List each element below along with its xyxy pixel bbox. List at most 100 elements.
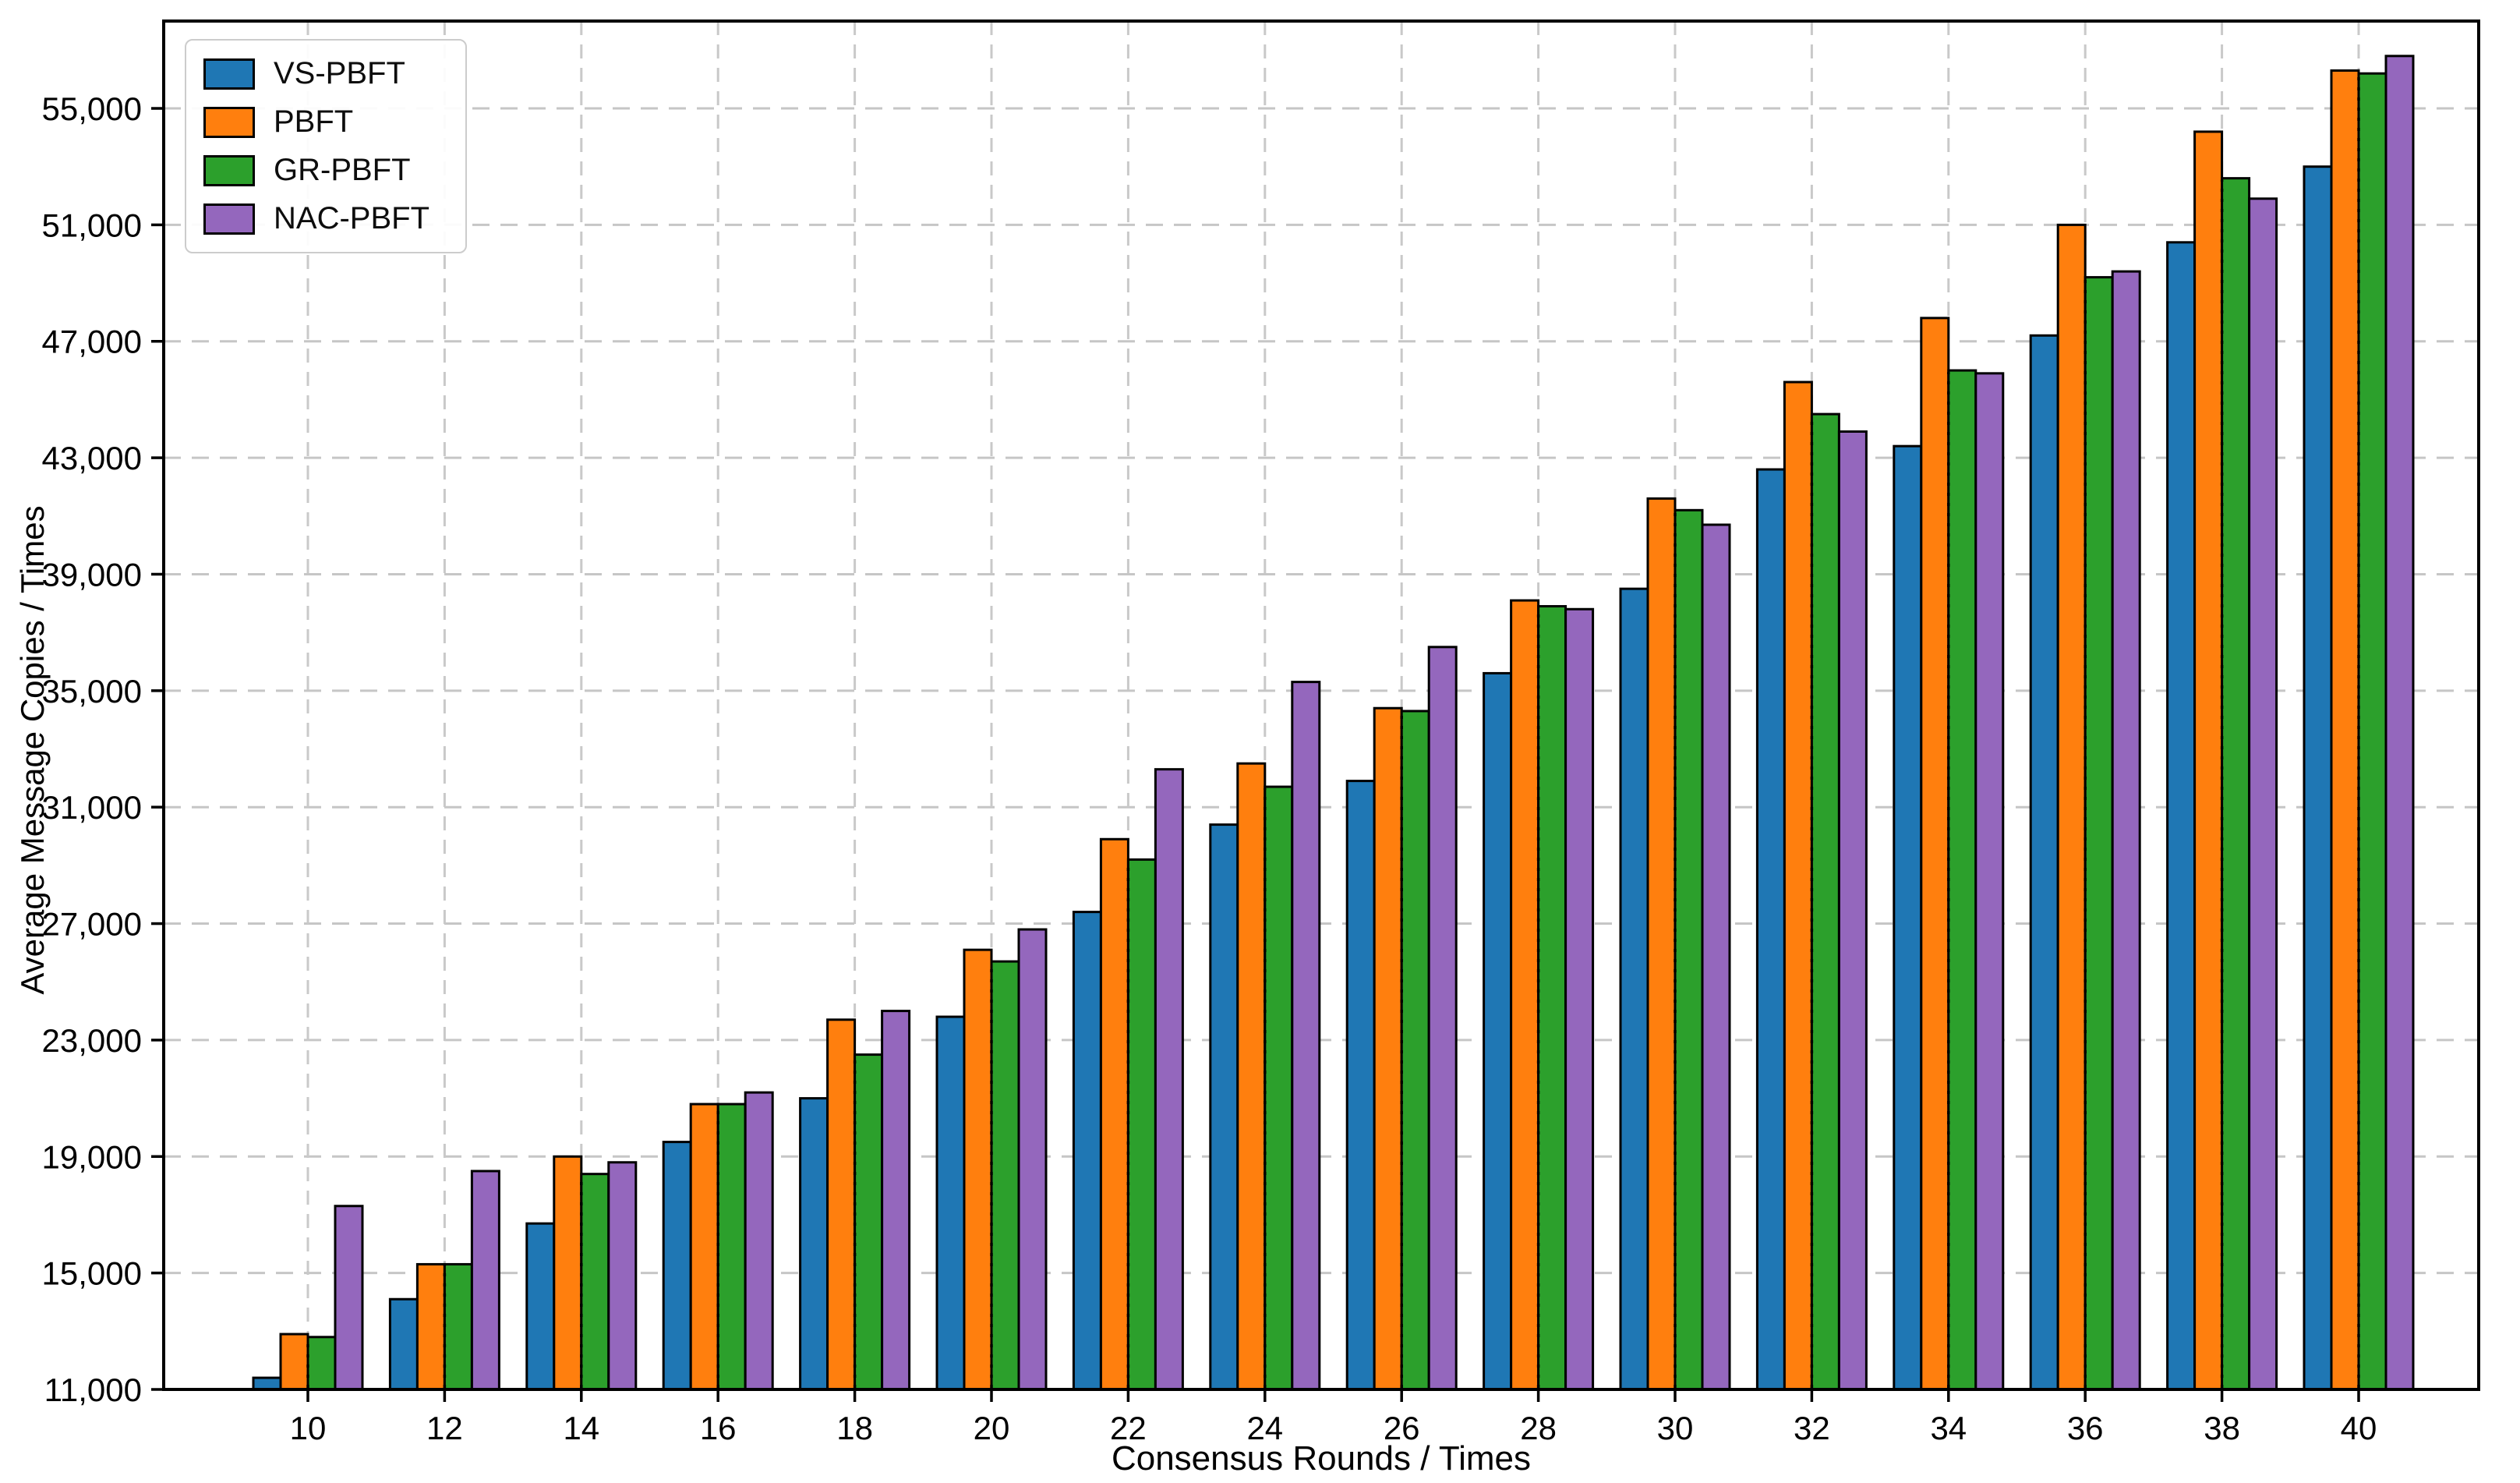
- y-tick-label: 19,000: [42, 1138, 142, 1175]
- y-tick-label: 51,000: [42, 207, 142, 243]
- bar-nac-pbft-round-22: [1154, 768, 1184, 1391]
- bar-pbft-round-12: [415, 1262, 446, 1391]
- bar-pbft-round-38: [2193, 130, 2224, 1391]
- y-tick-label: 31,000: [42, 789, 142, 826]
- x-tick-label: 16: [700, 1410, 737, 1446]
- bar-nac-pbft-round-20: [1017, 928, 1048, 1391]
- bar-gr-pbft-round-14: [580, 1173, 610, 1391]
- bar-pbft-round-24: [1236, 762, 1267, 1391]
- bar-gr-pbft-round-26: [1400, 710, 1430, 1391]
- bar-pbft-round-22: [1099, 837, 1129, 1391]
- y-tick-label: 35,000: [42, 673, 142, 710]
- y-tick-label: 55,000: [42, 90, 142, 127]
- legend: VS-PBFT PBFT GR-PBFT NAC-PBFT: [185, 39, 467, 253]
- bar-vs-pbft-round-36: [2029, 334, 2059, 1391]
- bar-pbft-round-14: [553, 1155, 583, 1391]
- bar-gr-pbft-round-36: [2084, 276, 2114, 1391]
- bar-vs-pbft-round-30: [1619, 587, 1649, 1391]
- legend-item-nac-pbft: NAC-PBFT: [203, 201, 429, 236]
- bar-vs-pbft-round-38: [2166, 241, 2197, 1391]
- legend-swatch-nac-pbft: [203, 203, 255, 235]
- bar-vs-pbft-round-22: [1072, 911, 1102, 1391]
- bar-nac-pbft-round-16: [744, 1091, 774, 1391]
- x-tick-label: 14: [563, 1410, 599, 1446]
- bar-gr-pbft-round-22: [1126, 858, 1157, 1391]
- x-axis-title: Consensus Rounds / Times: [1111, 1439, 1532, 1478]
- bar-pbft-round-10: [279, 1333, 309, 1391]
- x-tick-label: 40: [2341, 1410, 2377, 1446]
- bar-nac-pbft-round-36: [2111, 270, 2141, 1391]
- bar-nac-pbft-round-32: [1837, 430, 1868, 1391]
- y-tick-label: 15,000: [42, 1255, 142, 1292]
- x-tick-label: 26: [1384, 1410, 1420, 1446]
- bar-pbft-round-28: [1510, 599, 1540, 1391]
- bar-gr-pbft-round-16: [716, 1103, 747, 1391]
- bar-nac-pbft-round-12: [470, 1170, 500, 1391]
- bar-gr-pbft-round-32: [1810, 412, 1840, 1391]
- bar-gr-pbft-round-40: [2357, 72, 2387, 1391]
- bar-pbft-round-34: [1920, 317, 1950, 1391]
- legend-item-pbft: PBFT: [203, 104, 429, 140]
- x-tick-label: 28: [1520, 1410, 1557, 1446]
- bar-nac-pbft-round-10: [334, 1205, 364, 1391]
- bar-nac-pbft-round-14: [607, 1161, 638, 1391]
- y-tick-label: 47,000: [42, 324, 142, 360]
- bar-pbft-round-32: [1783, 380, 1813, 1391]
- bar-nac-pbft-round-26: [1427, 646, 1458, 1391]
- x-tick-label: 24: [1246, 1410, 1283, 1446]
- plot-frame: [162, 19, 2480, 1391]
- bar-vs-pbft-round-12: [388, 1297, 419, 1391]
- y-tick-label: 39,000: [42, 556, 142, 593]
- y-tick-label: 27,000: [42, 906, 142, 943]
- x-tick-label: 36: [2067, 1410, 2104, 1446]
- bar-vs-pbft-round-32: [1755, 468, 1786, 1391]
- legend-label: GR-PBFT: [274, 153, 411, 187]
- bar-gr-pbft-round-12: [443, 1262, 473, 1391]
- bar-gr-pbft-round-34: [1947, 369, 1977, 1391]
- bar-nac-pbft-round-34: [1974, 372, 2005, 1391]
- bar-vs-pbft-round-16: [662, 1141, 692, 1391]
- bar-nac-pbft-round-30: [1701, 523, 1731, 1391]
- x-tick-label: 12: [426, 1410, 463, 1446]
- y-tick-label: 23,000: [42, 1022, 142, 1059]
- x-tick-label: 34: [1930, 1410, 1967, 1446]
- y-axis-title: Average Message Copies / Times: [14, 505, 51, 995]
- y-tick-label: 11,000: [44, 1372, 142, 1408]
- y-tick-label: 43,000: [42, 440, 142, 476]
- x-tick-label: 32: [1794, 1410, 1830, 1446]
- bar-gr-pbft-round-18: [854, 1053, 884, 1391]
- bar-nac-pbft-round-18: [881, 1010, 911, 1391]
- bar-pbft-round-16: [689, 1103, 719, 1391]
- x-tick-label: 38: [2204, 1410, 2240, 1446]
- legend-label: VS-PBFT: [274, 56, 405, 90]
- bar-nac-pbft-round-38: [2248, 197, 2278, 1391]
- legend-swatch-vs-pbft: [203, 58, 255, 90]
- bar-pbft-round-18: [826, 1018, 857, 1391]
- x-tick-label: 20: [974, 1410, 1010, 1446]
- bar-gr-pbft-round-38: [2221, 177, 2251, 1391]
- bar-vs-pbft-round-34: [1893, 444, 1923, 1391]
- legend-swatch-gr-pbft: [203, 154, 255, 186]
- bar-pbft-round-30: [1646, 497, 1677, 1391]
- bar-nac-pbft-round-28: [1564, 607, 1595, 1391]
- bar-vs-pbft-round-18: [799, 1097, 829, 1391]
- legend-label: NAC-PBFT: [274, 201, 429, 235]
- legend-item-gr-pbft: GR-PBFT: [203, 153, 429, 188]
- bar-pbft-round-26: [1373, 706, 1403, 1391]
- bar-vs-pbft-round-14: [525, 1222, 556, 1391]
- bar-vs-pbft-round-10: [252, 1376, 282, 1391]
- bar-nac-pbft-round-40: [2384, 55, 2415, 1391]
- bar-gr-pbft-round-28: [1537, 605, 1567, 1391]
- bar-pbft-round-20: [963, 948, 993, 1391]
- bar-gr-pbft-round-24: [1264, 785, 1294, 1391]
- bar-nac-pbft-round-24: [1291, 681, 1321, 1391]
- x-tick-label: 10: [290, 1410, 327, 1446]
- x-tick-label: 22: [1110, 1410, 1147, 1446]
- bar-gr-pbft-round-30: [1674, 508, 1704, 1391]
- x-tick-label: 30: [1657, 1410, 1694, 1446]
- bar-vs-pbft-round-40: [2303, 165, 2333, 1391]
- x-tick-label: 18: [836, 1410, 873, 1446]
- bar-gr-pbft-round-20: [990, 960, 1020, 1391]
